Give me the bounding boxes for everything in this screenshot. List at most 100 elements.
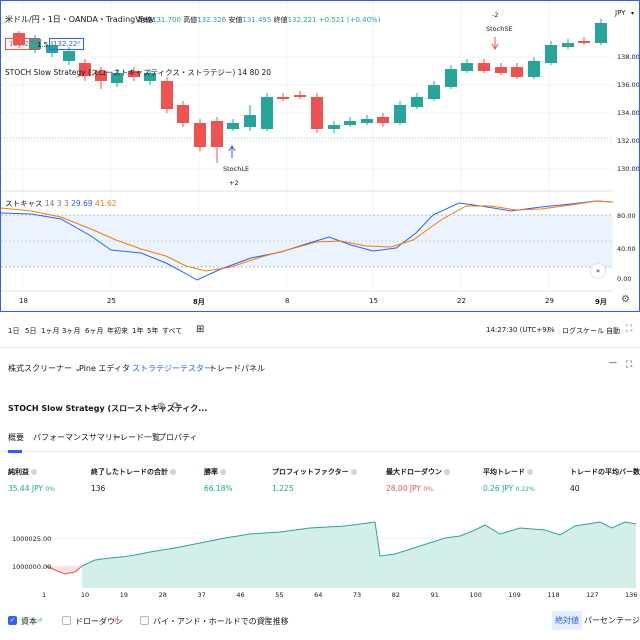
chart-canvas[interactable] [1,1,640,312]
range-1y[interactable]: 1年 [132,327,144,335]
settings-gear-icon[interactable]: ⚙ [621,294,630,305]
goto-date-icon[interactable]: ⊞ [196,324,205,335]
clock-readout[interactable]: 14:27:30 (UTC+9) [486,326,550,334]
subtab-overview[interactable]: 概要 [8,433,24,442]
trade-marker-long[interactable] [228,145,236,158]
equity-x-tick: 127 [586,591,599,599]
equity-x-tick: 136 [625,591,638,599]
equity-x-tick: 1 [42,591,47,599]
range-1d[interactable]: 1日 [8,327,20,335]
percent-toggle[interactable]: % [548,326,555,334]
candle-body [595,23,607,43]
stat-label: 終了したトレードの合計 [91,467,176,477]
bottom-toolbar: 1日 5日 1ヶ月 3ヶ月 6ヶ月 年初来 1年 5年 すべて ⊞ 14:27:… [0,318,640,340]
candle-body [428,85,440,99]
fullscreen-icon[interactable]: ⛶ [626,324,633,334]
buyhold-checkbox[interactable] [140,616,149,625]
candle-body [244,115,256,127]
time-tick: 18 [19,297,28,305]
buyhold-legend-label: バイ・アンド・ホールドでの資産推移 [153,617,289,626]
price-tick: 134.000 [617,109,640,117]
auto-scale-toggle[interactable]: 自動 [606,327,620,335]
chart-pane[interactable]: 米ドル/円・1日・OANDA・TradingView 始値131.700 高値1… [0,0,640,312]
stoch-d-line [1,200,614,272]
candle-body [227,123,239,129]
info-icon[interactable] [527,469,533,475]
equity-x-tick: 37 [197,591,206,599]
currency-chevron-icon[interactable]: ▾ [631,10,635,17]
equity-x-tick: 64 [314,591,323,599]
equity-x-tick: 19 [119,591,128,599]
info-icon[interactable] [220,469,226,475]
equity-chart[interactable] [0,510,640,605]
info-icon[interactable] [170,469,176,475]
candle-body [461,63,473,71]
candle-body [411,97,423,107]
scroll-to-realtime-icon[interactable]: » [590,263,606,279]
time-tick: 15 [369,297,378,305]
subtab-trades[interactable]: トレード一覧 [112,433,160,442]
stat-value: 1.225 [272,484,294,493]
equity-legend-label: 資本 [21,617,37,626]
range-5y[interactable]: 5年 [147,327,159,335]
tab-trading-panel[interactable]: トレードパネル [209,364,265,373]
absolute-toggle[interactable]: 絶対値 [552,611,582,630]
maximize-panel-icon[interactable]: ⛶ [626,360,633,370]
candle-body [29,39,41,49]
ohlc-readout: 始値131.700 高値132.326 安値131.495 終値132.221 … [138,16,381,24]
subtab-properties[interactable]: プロパティ [158,433,198,442]
settings-icon[interactable]: ⊚ [157,401,166,412]
tab-strategy-tester[interactable]: ストラテジーテスター [132,364,212,373]
candle-body [394,105,406,123]
percent-toggle-equity[interactable]: パーセンテージ [584,616,640,625]
candle-body [528,61,540,77]
candle-body [177,105,189,123]
spread-value: 1.5 [37,41,49,49]
candle-body [63,51,75,61]
stat-label: 勝率 [204,467,226,477]
sell-button[interactable]: 132.21² [5,38,41,50]
range-5d[interactable]: 5日 [25,327,37,335]
strategy-legend[interactable]: STOCH Slow Strategy (スローストキャスティクス・ストラテジー… [5,68,272,77]
trade-marker-short[interactable] [491,37,499,50]
candles [13,19,607,163]
info-icon[interactable] [350,469,357,475]
range-1m[interactable]: 1ヶ月 [41,327,60,335]
chevron-down-icon: ⌄ [74,364,82,373]
range-ytd[interactable]: 年初来 [107,327,128,335]
trade-label-long: StochLE [223,165,250,173]
info-icon[interactable] [31,469,37,475]
drawdown-bar-icon: ıl [114,615,119,624]
range-6m[interactable]: 6ヶ月 [85,327,104,335]
range-all[interactable]: すべて [162,327,183,335]
tab-stock-screener[interactable]: 株式スクリーナー ⌄ [8,364,82,373]
stoch-tick: 40.00 [617,245,636,253]
buy-button[interactable]: 132.22² [49,38,85,50]
subtab-performance[interactable]: パフォーマンスサマリー [33,433,121,442]
equity-x-tick: 28 [158,591,167,599]
drawdown-checkbox[interactable] [62,616,71,625]
collapse-panel-icon[interactable]: — [609,358,617,367]
candle-body [495,67,507,73]
stat-label: 純利益 [8,467,37,477]
source-code-icon[interactable]: ⟳ [172,401,181,412]
range-3m[interactable]: 3ヶ月 [62,327,81,335]
trade-qty-short: -2 [492,11,499,19]
stat-label: プロフィットファクター [272,467,357,477]
stat-value: 28.00 JPY 0% [386,484,433,493]
panel-tabs: 株式スクリーナー ⌄ Pine エディタ ストラテジーテスター トレードパネル … [0,358,640,378]
tab-pine-editor[interactable]: Pine エディタ [79,364,130,373]
stat-label: トレードの平均バー数 [570,468,640,476]
stoch-legend[interactable]: ストキャス 14 3 3 29.69 41.62 [5,199,117,208]
symbol-line[interactable]: 米ドル/円・1日・OANDA・TradingView [5,15,155,24]
equity-x-tick: 55 [275,591,284,599]
currency-label[interactable]: JPY [615,9,626,17]
price-tick: 138.000 [617,53,640,61]
equity-y-tick: 1000025.00 [12,535,52,543]
info-icon[interactable] [444,469,450,475]
candle-body [194,123,206,147]
equity-checkbox[interactable]: ✓ [8,616,17,625]
log-scale-toggle[interactable]: ログスケール [562,327,604,335]
candle-body [328,125,340,129]
strategy-name[interactable]: STOCH Slow Strategy (スローストキャスティク... [8,404,208,413]
